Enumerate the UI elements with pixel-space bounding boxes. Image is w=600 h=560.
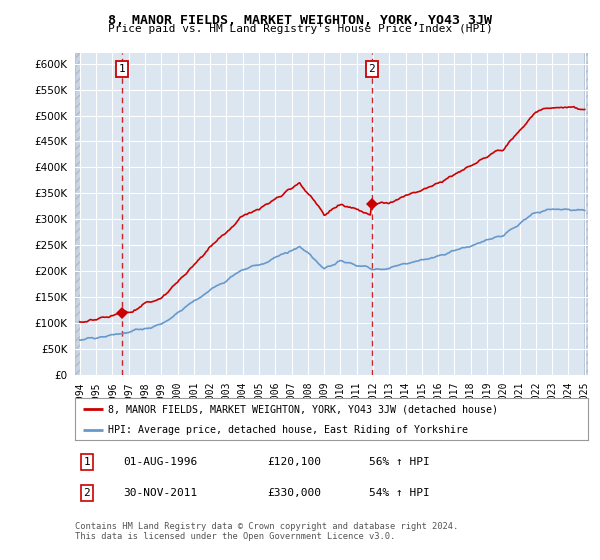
Text: 56% ↑ HPI: 56% ↑ HPI [369,457,430,467]
Text: 30-NOV-2011: 30-NOV-2011 [123,488,197,498]
Text: 1: 1 [83,457,91,467]
Text: 2: 2 [368,64,375,74]
Text: HPI: Average price, detached house, East Riding of Yorkshire: HPI: Average price, detached house, East… [109,426,469,435]
Text: 8, MANOR FIELDS, MARKET WEIGHTON, YORK, YO43 3JW (detached house): 8, MANOR FIELDS, MARKET WEIGHTON, YORK, … [109,404,499,414]
Text: 8, MANOR FIELDS, MARKET WEIGHTON, YORK, YO43 3JW: 8, MANOR FIELDS, MARKET WEIGHTON, YORK, … [108,14,492,27]
Text: £330,000: £330,000 [267,488,321,498]
Text: £120,100: £120,100 [267,457,321,467]
Text: 2: 2 [83,488,91,498]
Text: Price paid vs. HM Land Registry's House Price Index (HPI): Price paid vs. HM Land Registry's House … [107,24,493,34]
Text: 54% ↑ HPI: 54% ↑ HPI [369,488,430,498]
Text: 01-AUG-1996: 01-AUG-1996 [123,457,197,467]
Text: Contains HM Land Registry data © Crown copyright and database right 2024.
This d: Contains HM Land Registry data © Crown c… [75,522,458,542]
Text: 1: 1 [119,64,125,74]
